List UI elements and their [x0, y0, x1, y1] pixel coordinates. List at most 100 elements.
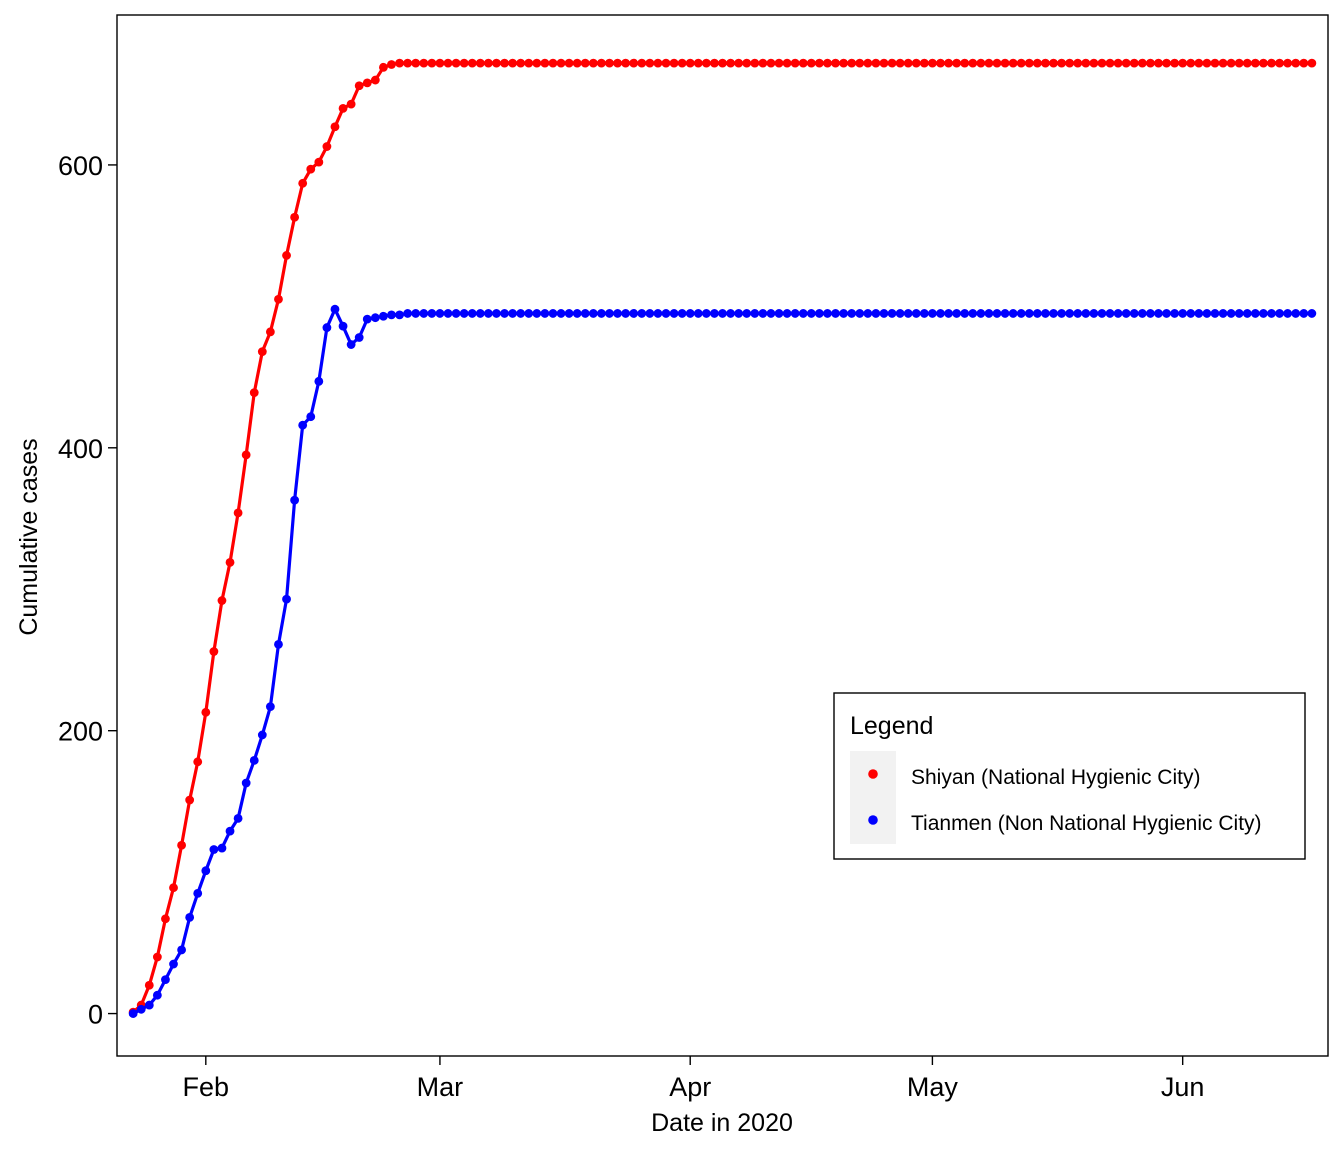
data-point-shiyan	[669, 58, 679, 68]
data-point-tianmen	[879, 309, 889, 318]
data-point-tianmen	[1032, 309, 1042, 318]
data-point-shiyan	[701, 58, 711, 68]
data-point-shiyan	[1170, 58, 1180, 68]
data-point-shiyan	[1041, 58, 1050, 68]
data-point-tianmen	[952, 309, 962, 318]
data-point-tianmen	[742, 309, 752, 318]
data-point-tianmen	[217, 843, 227, 853]
data-point-shiyan	[1073, 58, 1083, 68]
data-point-shiyan	[387, 60, 396, 69]
data-point-shiyan	[1275, 58, 1284, 68]
plot-panel	[116, 14, 1329, 1057]
data-point-shiyan	[750, 58, 760, 68]
data-point-tianmen	[233, 813, 243, 823]
data-point-shiyan	[411, 58, 421, 68]
data-point-shiyan	[1210, 58, 1220, 68]
data-point-tianmen	[1234, 309, 1244, 318]
data-point-tianmen	[718, 309, 727, 318]
data-point-tianmen	[265, 702, 275, 712]
data-point-shiyan	[1218, 58, 1228, 68]
data-point-shiyan	[677, 58, 687, 68]
data-point-tianmen	[298, 420, 308, 430]
data-point-tianmen	[1041, 309, 1050, 318]
data-point-tianmen	[475, 309, 485, 318]
data-point-tianmen	[984, 309, 994, 318]
data-point-shiyan	[249, 388, 259, 398]
data-point-tianmen	[1178, 309, 1188, 318]
data-point-tianmen	[863, 309, 873, 318]
data-point-tianmen	[605, 309, 614, 318]
y-tick-label-400: 400	[58, 434, 103, 464]
data-point-shiyan	[290, 212, 300, 222]
data-point-tianmen	[419, 309, 429, 318]
data-point-tianmen	[524, 309, 534, 318]
data-point-tianmen	[161, 975, 170, 985]
data-point-shiyan	[274, 294, 283, 304]
data-point-tianmen	[443, 309, 453, 318]
data-point-shiyan	[1129, 58, 1139, 68]
data-point-tianmen	[976, 309, 986, 318]
data-point-shiyan	[685, 58, 695, 68]
data-point-shiyan	[992, 58, 1002, 68]
data-point-shiyan	[419, 58, 429, 68]
data-point-tianmen	[871, 309, 881, 318]
data-point-shiyan	[532, 58, 542, 68]
data-point-tianmen	[346, 340, 356, 349]
data-point-tianmen	[1089, 309, 1099, 318]
data-point-shiyan	[758, 58, 768, 68]
data-point-shiyan	[443, 58, 453, 68]
data-point-shiyan	[766, 58, 776, 68]
data-point-shiyan	[572, 58, 582, 68]
data-point-shiyan	[976, 58, 986, 68]
data-point-tianmen	[548, 309, 558, 318]
data-point-shiyan	[354, 81, 364, 91]
data-point-shiyan	[193, 757, 203, 767]
data-point-shiyan	[233, 508, 243, 518]
data-point-tianmen	[1000, 309, 1010, 318]
data-point-shiyan	[435, 58, 445, 68]
data-point-tianmen	[831, 309, 840, 318]
data-point-shiyan	[1234, 58, 1244, 68]
data-point-tianmen	[330, 304, 340, 314]
data-point-shiyan	[540, 58, 550, 68]
data-point-shiyan	[871, 58, 881, 68]
data-point-tianmen	[1016, 309, 1026, 318]
data-point-tianmen	[1283, 309, 1293, 318]
data-point-tianmen	[1226, 309, 1236, 318]
data-point-tianmen	[451, 309, 461, 318]
data-point-tianmen	[1267, 309, 1276, 318]
data-point-shiyan	[492, 58, 501, 68]
data-point-tianmen	[960, 309, 970, 318]
x-tick-label-feb: Feb	[183, 1072, 230, 1102]
data-point-shiyan	[152, 952, 162, 962]
x-tick-label-mar: Mar	[417, 1072, 464, 1102]
data-point-shiyan	[403, 58, 413, 68]
data-point-shiyan	[1065, 58, 1075, 68]
data-point-tianmen	[338, 321, 348, 331]
data-point-tianmen	[1154, 309, 1163, 318]
data-point-tianmen	[710, 309, 719, 318]
data-point-tianmen	[354, 333, 364, 342]
data-point-tianmen	[693, 309, 703, 318]
data-point-tianmen	[1137, 309, 1147, 318]
series-layer	[128, 58, 1317, 1018]
data-point-shiyan	[718, 58, 727, 68]
data-point-shiyan	[209, 647, 219, 656]
data-point-tianmen	[629, 309, 639, 318]
data-point-shiyan	[661, 58, 671, 68]
x-tick-label-apr: Apr	[669, 1072, 711, 1102]
data-point-shiyan	[1081, 58, 1091, 68]
data-point-shiyan	[362, 78, 372, 88]
data-point-shiyan	[806, 58, 816, 68]
data-point-shiyan	[257, 347, 267, 357]
data-point-shiyan	[1226, 58, 1236, 68]
data-point-tianmen	[823, 309, 832, 318]
data-point-tianmen	[847, 309, 857, 318]
data-point-tianmen	[814, 309, 824, 318]
data-point-shiyan	[798, 58, 808, 68]
data-point-tianmen	[257, 730, 267, 740]
y-tick-label-0: 0	[88, 1000, 103, 1030]
data-point-tianmen	[314, 376, 324, 386]
data-point-shiyan	[1032, 58, 1042, 68]
legend-item-shiyan: Shiyan (National Hygienic City)	[868, 766, 1200, 789]
